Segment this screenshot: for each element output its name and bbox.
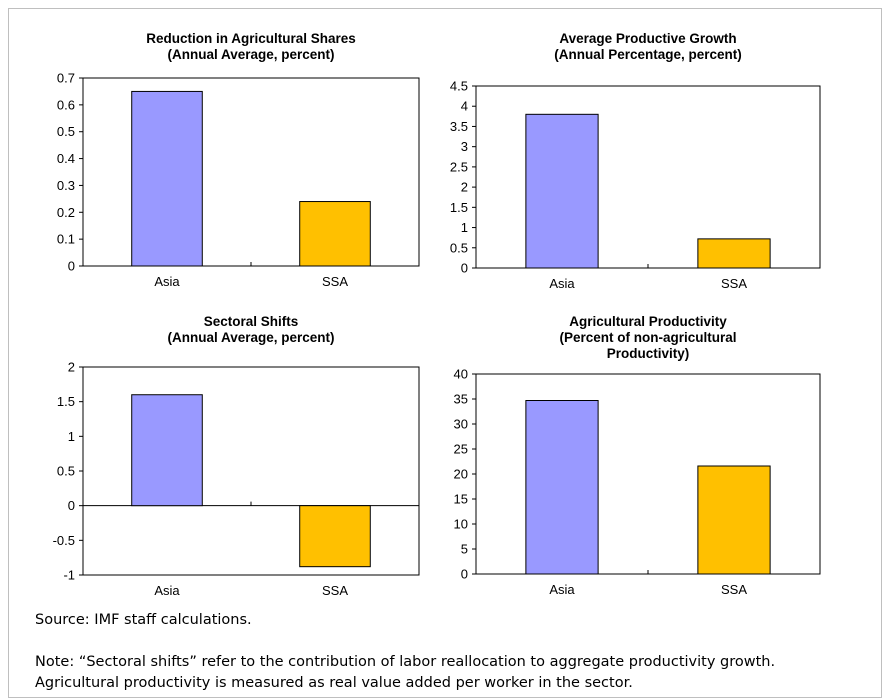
y-tick-label: 3 <box>461 139 468 154</box>
chart-title-line: (Annual Percentage, percent) <box>554 47 742 62</box>
chart-title-line: Reduction in Agricultural Shares <box>146 31 356 46</box>
y-tick-label: 0 <box>461 261 468 276</box>
x-category-label: Asia <box>154 274 180 289</box>
y-tick-label: 25 <box>454 442 468 457</box>
y-tick-label: 30 <box>454 417 468 432</box>
y-tick-label: 2.5 <box>450 159 468 174</box>
chart-title-line: (Annual Average, percent) <box>167 330 334 345</box>
y-tick-label: -1 <box>63 568 75 583</box>
bar-asia <box>525 400 599 575</box>
y-tick-label: 0 <box>68 498 75 513</box>
bar-ssa <box>697 465 771 575</box>
y-tick-label: -0.5 <box>53 533 75 548</box>
y-tick-label: 1 <box>68 429 75 444</box>
chart-agricultural-productivity: Agricultural Productivity(Percent of non… <box>454 314 821 597</box>
y-tick-label: 0.1 <box>57 232 75 247</box>
chart-title-line: Sectoral Shifts <box>204 314 299 329</box>
x-category-label: Asia <box>549 582 575 597</box>
y-tick-label: 2 <box>68 360 75 375</box>
bar-asia <box>131 394 203 507</box>
y-tick-label: 0 <box>461 567 468 582</box>
y-tick-label: 1.5 <box>57 394 75 409</box>
bar-asia <box>525 113 599 269</box>
note-line-1: Note: “Sectoral shifts” refer to the con… <box>35 654 776 670</box>
y-tick-label: 0.5 <box>57 464 75 479</box>
y-tick-label: 0.7 <box>57 71 75 86</box>
x-category-label: Asia <box>549 276 575 291</box>
chart-title-line: Agricultural Productivity <box>569 314 727 329</box>
note-line-2: Agricultural productivity is measured as… <box>35 675 633 691</box>
y-tick-label: 4 <box>461 99 468 114</box>
y-tick-label: 0.3 <box>57 178 75 193</box>
bar-ssa <box>697 238 771 269</box>
y-tick-label: 10 <box>454 517 468 532</box>
chart-title-line: Productivity) <box>607 346 690 361</box>
bar-ssa <box>299 505 371 568</box>
x-category-label: SSA <box>322 583 348 598</box>
y-tick-label: 1.5 <box>450 200 468 215</box>
bar-asia <box>131 90 203 267</box>
chart-title-line: Average Productive Growth <box>559 31 736 46</box>
y-tick-label: 4.5 <box>450 79 468 94</box>
source-note: Source: IMF staff calculations. <box>35 612 252 628</box>
x-category-label: SSA <box>721 582 747 597</box>
chart-title-line: (Percent of non-agricultural <box>559 330 736 345</box>
x-category-label: SSA <box>322 274 348 289</box>
chart-reduction-agricultural-shares: Reduction in Agricultural Shares(Annual … <box>57 31 420 289</box>
y-tick-label: 0.6 <box>57 97 75 112</box>
y-tick-label: 35 <box>454 392 468 407</box>
y-tick-label: 20 <box>454 467 468 482</box>
y-tick-label: 2 <box>461 180 468 195</box>
y-tick-label: 15 <box>454 492 468 507</box>
y-tick-label: 0 <box>68 259 75 274</box>
chart-title-line: (Annual Average, percent) <box>167 47 334 62</box>
y-tick-label: 1 <box>461 220 468 235</box>
bar-ssa <box>299 201 371 267</box>
y-tick-label: 40 <box>454 367 468 382</box>
y-tick-label: 0.4 <box>57 151 75 166</box>
y-tick-label: 3.5 <box>450 119 468 134</box>
chart-average-productive-growth: Average Productive Growth(Annual Percent… <box>450 31 821 291</box>
y-tick-label: 0.5 <box>450 240 468 255</box>
chart-sectoral-shifts: Sectoral Shifts(Annual Average, percent)… <box>53 314 420 598</box>
y-tick-label: 5 <box>461 542 468 557</box>
y-tick-label: 0.2 <box>57 205 75 220</box>
x-category-label: SSA <box>721 276 747 291</box>
y-tick-label: 0.5 <box>57 124 75 139</box>
x-category-label: Asia <box>154 583 180 598</box>
